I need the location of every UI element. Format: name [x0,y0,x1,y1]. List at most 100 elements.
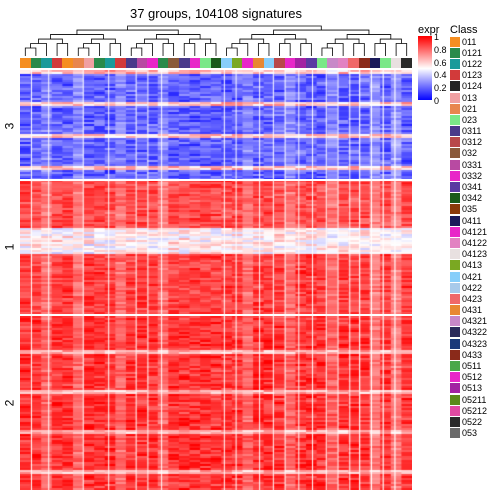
legend-expr-tick: 0 [434,96,439,106]
heatmap-canvas [20,70,412,490]
legend-class-item: 013 [450,92,487,103]
legend-swatch [450,93,460,103]
legend-label: 0124 [462,81,482,91]
legend-label: 0513 [462,383,482,393]
chart-title: 37 groups, 104108 signatures [20,6,412,21]
legend-class-item: 04323 [450,338,487,349]
legend-class-item: 0513 [450,383,487,394]
legend-label: 0512 [462,372,482,382]
legend-class-item: 0522 [450,416,487,427]
legend-swatch [450,59,460,69]
legend-swatch [450,417,460,427]
legend-label: 0423 [462,294,482,304]
legend-class-item: 04321 [450,316,487,327]
legend-swatch [450,272,460,282]
legend-class-item: 0312 [450,137,487,148]
legend-class-item: 021 [450,103,487,114]
legend-label: 0511 [462,361,481,371]
legend-swatch [450,160,460,170]
legend-swatch [450,339,460,349]
legend-class-item: 0512 [450,372,487,383]
legend-label: 0312 [462,137,482,147]
legend-class-item: 023 [450,114,487,125]
legend-swatch [450,70,460,80]
legend-label: 0332 [462,171,482,181]
legend-expr-tick: 0.4 [434,70,447,80]
legend-class-item: 0331 [450,159,487,170]
legend-label: 0341 [462,182,482,192]
legend-class-item: 0433 [450,349,487,360]
legend-expr-tick: 0.6 [434,58,447,68]
legend-label: 0431 [462,305,482,315]
legend-class-item: 0124 [450,81,487,92]
column-colorbar [20,58,412,68]
legend-class-item: 04122 [450,237,487,248]
legend-swatch [450,249,460,259]
legend-class-item: 04322 [450,327,487,338]
legend-swatch [450,81,460,91]
legend-class-item: 032 [450,148,487,159]
legend-swatch [450,171,460,181]
legend-swatch [450,316,460,326]
legend-label: 04323 [462,339,487,349]
legend-swatch [450,227,460,237]
legend-label: 0311 [462,126,481,136]
legend-label: 04322 [462,327,487,337]
row-group-label: 1 [2,244,16,251]
legend-label: 053 [462,428,477,438]
legend-class-item: 05211 [450,394,487,405]
legend-swatch [450,383,460,393]
legend-label: 0433 [462,350,482,360]
legend-swatch [450,350,460,360]
legend-label: 035 [462,204,477,214]
legend-class-item: 0341 [450,181,487,192]
legend-swatch [450,204,460,214]
legend-swatch [450,104,460,114]
legend-class-item: 0332 [450,170,487,181]
legend-swatch [450,283,460,293]
legend-class-item: 0122 [450,58,487,69]
legend-class-item: 0422 [450,282,487,293]
legend-class-item: 0311 [450,126,487,137]
legend-swatch [450,238,460,248]
legend-swatch [450,294,460,304]
legend-label: 0411 [462,216,481,226]
row-group-label: 3 [2,122,16,129]
legend-class-item: 0431 [450,305,487,316]
legend-swatch [450,148,460,158]
legend-swatch [450,395,460,405]
legend-label: 023 [462,115,477,125]
legend-label: 021 [462,104,477,114]
legend-class-item: 04121 [450,226,487,237]
legend-label: 05212 [462,406,487,416]
legend-expr-gradient [418,36,432,100]
legend-class-item: 04123 [450,249,487,260]
legend-label: 0522 [462,417,482,427]
legend-swatch [450,406,460,416]
legend-swatch [450,48,460,58]
legend-label: 05211 [462,395,486,405]
legend-swatch [450,193,460,203]
legend-swatch [450,115,460,125]
row-group-label: 2 [2,399,16,406]
legend-label: 0331 [462,160,482,170]
legend-class-items: 0110121012201230124013021023031103120320… [450,36,487,439]
legend-class-item: 0423 [450,293,487,304]
legend-swatch [450,372,460,382]
legend-expr-tick: 0.8 [434,45,447,55]
legend-label: 032 [462,148,477,158]
legend-label: 0121 [462,48,482,58]
legend-swatch [450,260,460,270]
legend-label: 0421 [462,272,482,282]
legend-label: 04321 [462,316,487,326]
legend-class-item: 053 [450,428,487,439]
legend-class-item: 0411 [450,215,487,226]
legend-class-item: 0413 [450,260,487,271]
legend-expr-tick: 0.2 [434,83,447,93]
legend-swatch [450,126,460,136]
legend-label: 0422 [462,283,482,293]
legend-class-item: 035 [450,204,487,215]
legend-swatch [450,216,460,226]
legend-class-item: 0121 [450,47,487,58]
legend-label: 04123 [462,249,487,259]
